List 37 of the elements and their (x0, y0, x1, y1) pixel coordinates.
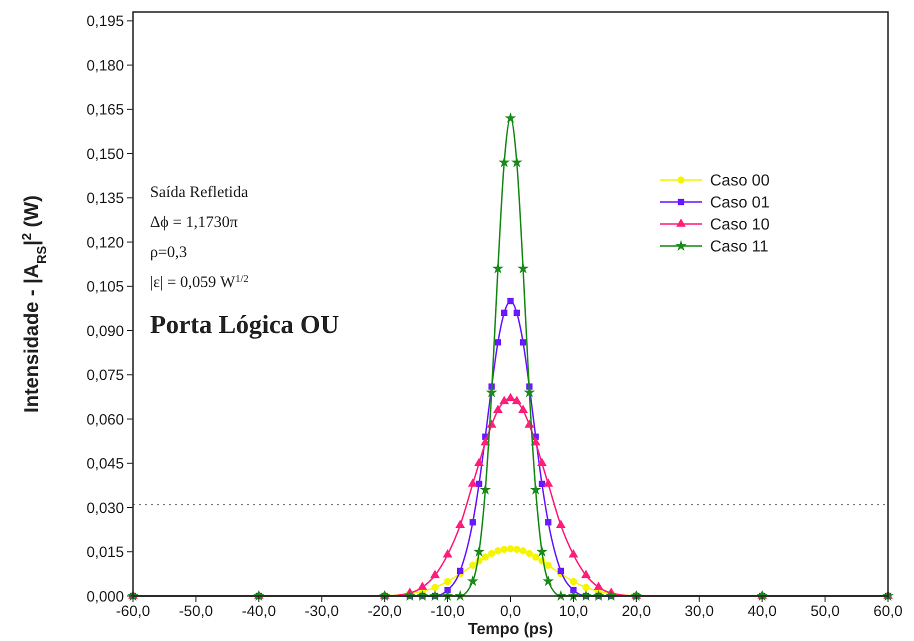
x-tick-label: -40,0 (242, 603, 276, 620)
y-tick-label: 0,180 (86, 57, 124, 74)
y-tick-label: 0,060 (86, 411, 124, 428)
y-tick-label: 0,015 (86, 544, 124, 562)
x-tick-label: 0,0 (500, 603, 521, 620)
annotation: Porta Lógica OU (150, 310, 340, 339)
x-tick-label: 60,0 (873, 603, 903, 620)
y-tick-label: 0,120 (86, 234, 124, 252)
legend-label: Caso 11 (710, 238, 769, 256)
y-tick-label: 0,135 (86, 190, 124, 208)
y-tick-label: 0,075 (86, 367, 124, 384)
annotation: |ε| = 0,059 W$^{1/2}$ (150, 274, 249, 291)
x-tick-label: -10,0 (430, 603, 465, 620)
y-tick-label: 0,150 (86, 146, 124, 163)
y-tick-label: 0,045 (86, 456, 124, 473)
x-tick-label: 20,0 (622, 603, 651, 620)
y-tick-label: 0,195 (86, 13, 124, 30)
x-tick-label: 40,0 (748, 603, 777, 620)
annotation: Saída Refletida (150, 184, 248, 201)
x-tick-label: -60,0 (116, 603, 150, 620)
x-tick-label: 50,0 (810, 603, 840, 620)
legend-label: Caso 00 (710, 172, 770, 190)
x-axis-title: Tempo (ps) (468, 621, 554, 638)
y-tick-label: 0,000 (86, 588, 124, 606)
y-tick-label: 0,105 (86, 278, 124, 296)
y-tick-label: 0,030 (86, 500, 124, 517)
x-tick-label: -50,0 (178, 603, 214, 620)
legend-label: Caso 01 (710, 194, 770, 212)
y-tick-label: 0,090 (86, 322, 124, 340)
y-tick-label: 0,165 (86, 102, 124, 119)
legend-label: Caso 10 (710, 216, 770, 234)
x-tick-label: 30,0 (684, 603, 714, 620)
x-tick-label: -20,0 (368, 603, 402, 620)
x-tick-label: 10,0 (558, 603, 588, 620)
annotation: Δϕ = 1,1730π (150, 214, 238, 231)
x-tick-label: -30,0 (304, 603, 339, 620)
annotation: ρ=0,3 (150, 244, 188, 261)
